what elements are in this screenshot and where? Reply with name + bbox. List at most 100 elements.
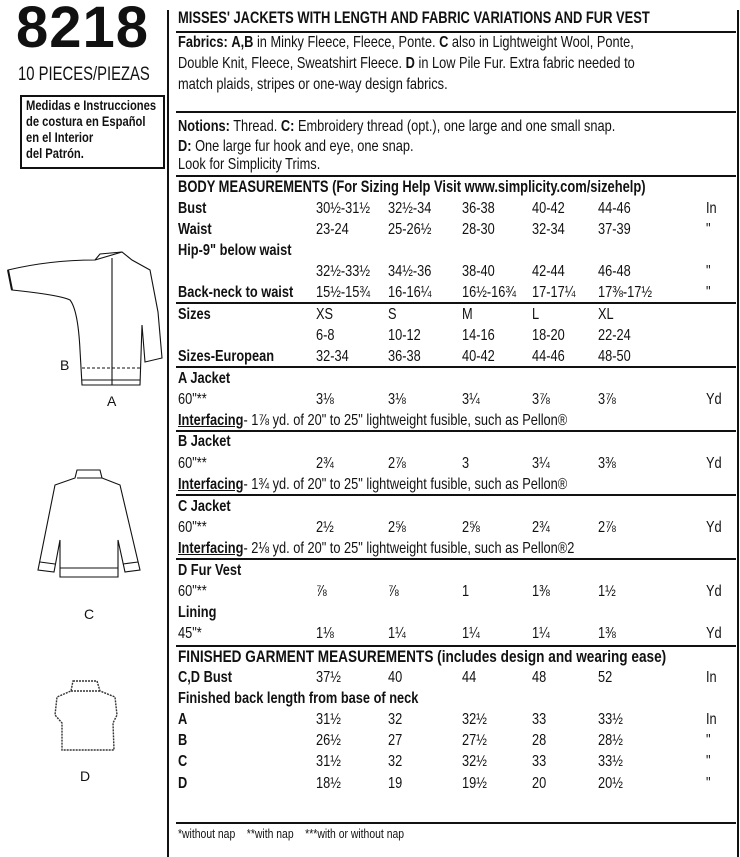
row-label: 60"** bbox=[178, 519, 207, 537]
row-label: C Jacket bbox=[178, 498, 231, 516]
fabrics-text: in Minky Fleece, Fleece, Ponte. bbox=[253, 34, 440, 51]
row-label-text: B Jacket bbox=[178, 433, 231, 450]
row-label-text: Back-neck to waist bbox=[178, 284, 294, 301]
row-label-text: C bbox=[178, 753, 188, 770]
row-label-text: Bust bbox=[178, 200, 207, 217]
row-label-text: FINISHED GARMENT MEASUREMENTS bbox=[178, 647, 434, 666]
row-value: 1⅜ bbox=[532, 583, 550, 600]
row-value: 33½ bbox=[598, 753, 623, 770]
row-value: 40 bbox=[388, 669, 403, 686]
divider bbox=[176, 494, 736, 496]
row-value: 2¾ bbox=[532, 519, 550, 536]
row-value: ⅞ bbox=[316, 583, 327, 600]
row-value: 33 bbox=[532, 711, 547, 728]
row-label: Finished back length from base of neck bbox=[178, 690, 418, 708]
row-unit: " bbox=[706, 732, 711, 749]
divider bbox=[176, 645, 736, 647]
row-label: Hip-9" below waist bbox=[178, 242, 291, 260]
row-value: 2¾ bbox=[316, 455, 334, 472]
row-value: 28-30 bbox=[462, 221, 495, 238]
row-label: 60"** bbox=[178, 391, 207, 409]
row-label-text: 60"** bbox=[178, 391, 207, 408]
row-value: 23-24 bbox=[316, 221, 349, 238]
row-unit: " bbox=[706, 753, 711, 770]
right-border bbox=[737, 10, 739, 857]
fabrics-text: also in Lightweight Wool, Ponte, bbox=[448, 34, 634, 51]
row-label: C,D Bust bbox=[178, 669, 232, 687]
row-value: 48-50 bbox=[598, 348, 631, 365]
view-code: D bbox=[405, 55, 415, 72]
row-value: 1¼ bbox=[388, 625, 406, 642]
row-label: C bbox=[178, 753, 187, 771]
row-value: 2⅝ bbox=[462, 519, 480, 536]
row-value: 19 bbox=[388, 775, 403, 792]
row-value: 3¼ bbox=[462, 391, 480, 408]
row-value: 32 bbox=[388, 753, 403, 770]
row-value: 44-46 bbox=[598, 200, 631, 217]
row-value: 15½-15¾ bbox=[316, 284, 371, 301]
row-label: Interfacing- 2⅛ yd. of 20" to 25" lightw… bbox=[178, 540, 574, 558]
row-unit: Yd bbox=[706, 391, 722, 408]
divider bbox=[176, 822, 736, 824]
row-value: 1 bbox=[462, 583, 470, 600]
view-code: C bbox=[439, 34, 449, 51]
row-value: 40-42 bbox=[462, 348, 495, 365]
row-label-text: A bbox=[178, 711, 188, 728]
row-unit: In bbox=[706, 669, 717, 686]
row-value: 31½ bbox=[316, 753, 341, 770]
row-label-text: Hip-9" below waist bbox=[178, 242, 292, 259]
notions-text: One large fur hook and eye, one snap. bbox=[191, 138, 414, 155]
row-unit: " bbox=[706, 284, 711, 301]
row-value: 1⅜ bbox=[598, 625, 616, 642]
row-note: - 2⅛ yd. of 20" to 25" lightweight fusib… bbox=[243, 540, 575, 557]
row-value: 33 bbox=[532, 753, 547, 770]
body-measurements-heading: BODY MEASUREMENTS (For Sizing Help Visit… bbox=[178, 177, 646, 196]
spanish-note-line: Medidas e Instrucciones bbox=[26, 97, 157, 113]
row-value: 28 bbox=[532, 732, 547, 749]
fabrics-label: Fabrics: bbox=[178, 34, 228, 51]
row-label-text: Finished back length from base of neck bbox=[178, 690, 419, 707]
row-value: 3 bbox=[462, 455, 470, 472]
row-value: 19½ bbox=[462, 775, 487, 792]
row-label-text: 45"* bbox=[178, 625, 202, 642]
row-unit: In bbox=[706, 200, 717, 217]
row-label-text: C,D Bust bbox=[178, 669, 233, 686]
row-label: Sizes-European bbox=[178, 348, 274, 366]
row-value: 20½ bbox=[598, 775, 623, 792]
row-label: Back-neck to waist bbox=[178, 284, 293, 302]
row-value: 46-48 bbox=[598, 263, 631, 280]
row-value: 32-34 bbox=[316, 348, 349, 365]
row-label-text: Interfacing bbox=[178, 412, 244, 429]
row-label: D Fur Vest bbox=[178, 562, 241, 580]
row-label-text: D Fur Vest bbox=[178, 562, 242, 579]
row-value: 32½-33½ bbox=[316, 263, 371, 280]
row-unit: Yd bbox=[706, 583, 722, 600]
row-value: ⅞ bbox=[388, 583, 399, 600]
row-unit: Yd bbox=[706, 519, 722, 536]
row-value: 36-38 bbox=[388, 348, 421, 365]
row-value: XL bbox=[598, 306, 614, 323]
jacket-ab-illustration bbox=[7, 251, 163, 386]
pattern-title: MISSES' JACKETS WITH LENGTH AND FABRIC V… bbox=[178, 8, 650, 27]
row-label: Lining bbox=[178, 604, 216, 622]
row-label-text: Interfacing bbox=[178, 476, 244, 493]
row-label: B Jacket bbox=[178, 433, 231, 451]
spanish-note-box: Medidas e Instrucciones de costura en Es… bbox=[20, 95, 165, 169]
figure-label-c: C bbox=[84, 606, 95, 622]
row-value: 14-16 bbox=[462, 327, 495, 344]
jacket-c-illustration bbox=[37, 469, 141, 578]
row-label-text: 60"** bbox=[178, 583, 207, 600]
row-value: 3⅞ bbox=[598, 391, 616, 408]
row-value: 42-44 bbox=[532, 263, 565, 280]
fabrics-line-3: match plaids, stripes or one-way design … bbox=[178, 76, 448, 93]
row-value: 1⅛ bbox=[316, 625, 334, 642]
divider bbox=[176, 111, 736, 113]
notions-label: Notions: bbox=[178, 118, 230, 135]
row-value: 3⅛ bbox=[316, 391, 334, 408]
row-value: 31½ bbox=[316, 711, 341, 728]
row-label-text: 60"** bbox=[178, 519, 207, 536]
row-value: 10-12 bbox=[388, 327, 421, 344]
row-note: - 1⅞ yd. of 20" to 25" lightweight fusib… bbox=[243, 412, 568, 429]
footnote: *without nap **with nap ***with or witho… bbox=[178, 826, 405, 841]
figure-label-b: B bbox=[60, 357, 70, 373]
